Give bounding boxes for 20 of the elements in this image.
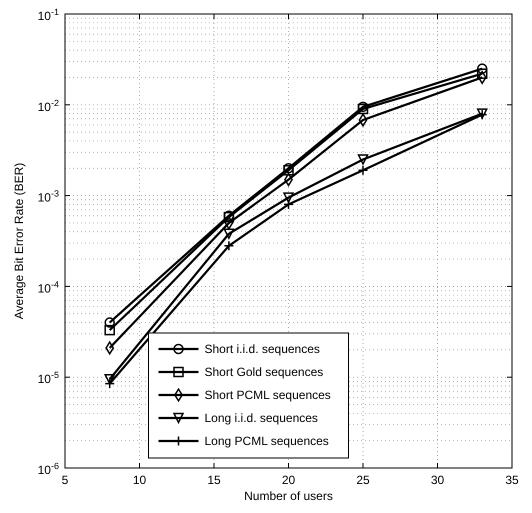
- legend-label: Short PCML sequences: [204, 388, 331, 402]
- x-tick-label: 10: [132, 473, 146, 487]
- x-tick-label: 35: [505, 473, 519, 487]
- x-axis-title: Number of users: [244, 489, 333, 503]
- y-tick-label: 10$^{-6}$: [38, 461, 59, 477]
- y-tick-label: 10$^{-5}$: [38, 370, 59, 386]
- y-tick-label: 10$^{-4}$: [38, 279, 59, 296]
- x-tick-label: 25: [356, 473, 370, 487]
- y-axis-title: Average Bit Error Rate (BER): [12, 162, 26, 320]
- y-tick-label: 10$^{-2}$: [38, 98, 59, 114]
- legend-label: Short i.i.d. sequences: [204, 342, 320, 356]
- legend-label: Long PCML sequences: [204, 434, 329, 448]
- x-tick-label: 20: [282, 473, 296, 487]
- x-tick-label: 5: [62, 473, 69, 487]
- y-tick-label: 10$^{-3}$: [38, 188, 59, 205]
- y-tick-label: 10$^{-1}$: [38, 7, 59, 23]
- x-tick-label: 15: [207, 473, 221, 487]
- legend-label: Long i.i.d. sequences: [204, 411, 318, 425]
- x-tick-label: 30: [430, 473, 444, 487]
- legend-label: Short Gold sequences: [204, 365, 324, 379]
